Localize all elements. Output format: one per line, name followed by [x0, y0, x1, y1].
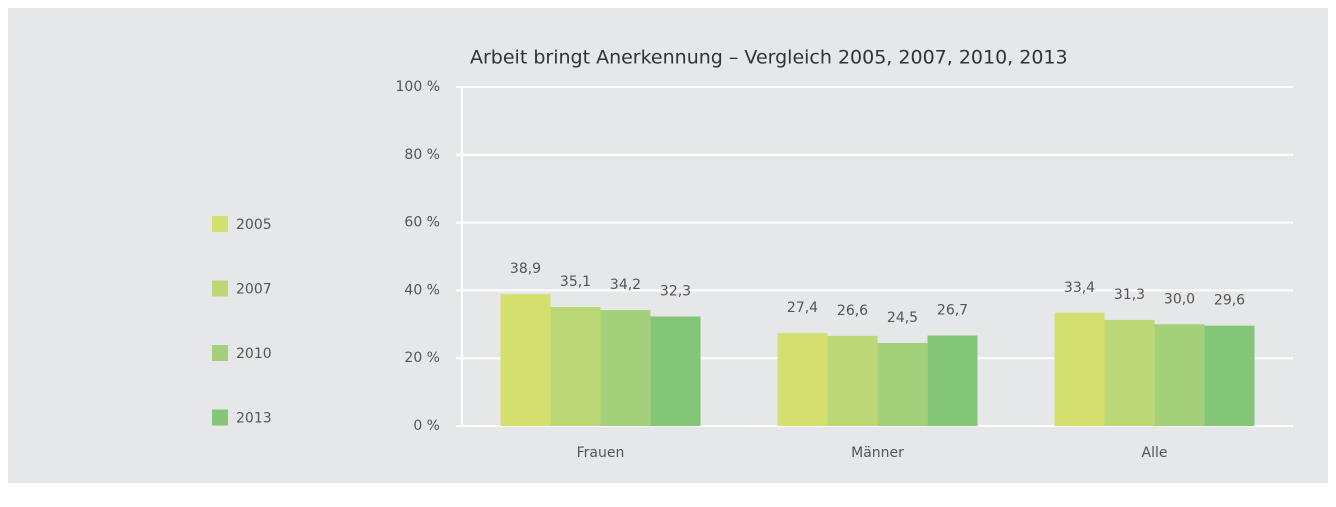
value-label: 24,5	[887, 310, 918, 326]
value-label: 32,3	[660, 284, 691, 300]
bar	[500, 294, 551, 426]
value-label: 26,7	[937, 302, 968, 318]
bar	[877, 342, 928, 426]
bar	[1104, 319, 1155, 426]
bar	[1054, 312, 1105, 426]
legend-swatch	[212, 345, 228, 361]
y-tick-label: 100 %	[396, 79, 440, 95]
bar	[1204, 325, 1255, 426]
bar	[550, 307, 601, 426]
x-tick-label: Frauen	[577, 445, 625, 461]
legend-label: 2013	[236, 411, 272, 427]
legend-label: 2010	[236, 346, 272, 362]
y-tick-label: 20 %	[404, 350, 440, 366]
legend-swatch	[212, 409, 228, 426]
legend-swatch	[212, 280, 228, 297]
legend-label: 2007	[236, 282, 272, 298]
value-label: 30,0	[1164, 291, 1195, 307]
legend-label: 2005	[236, 217, 272, 233]
value-label: 29,6	[1214, 293, 1245, 309]
value-label: 35,1	[560, 274, 591, 290]
value-label: 33,4	[1064, 280, 1095, 296]
value-label: 34,2	[610, 277, 641, 293]
bar	[1154, 324, 1205, 426]
value-label: 27,4	[787, 300, 818, 316]
bar	[827, 335, 878, 426]
bar	[650, 316, 701, 426]
y-tick-label: 80 %	[404, 147, 440, 163]
value-label: 38,9	[510, 261, 541, 277]
bar	[600, 310, 651, 426]
chart-title: Arbeit bringt Anerkennung – Vergleich 20…	[470, 47, 1068, 69]
bar	[777, 333, 828, 426]
bar	[927, 335, 978, 426]
x-tick-label: Männer	[851, 445, 904, 461]
y-tick-label: 40 %	[404, 282, 440, 298]
value-label: 26,6	[837, 303, 868, 319]
y-tick-label: 0 %	[413, 418, 440, 434]
value-label: 31,3	[1114, 287, 1145, 303]
x-tick-label: Alle	[1142, 445, 1168, 461]
y-tick-label: 60 %	[404, 215, 440, 231]
legend-swatch	[212, 216, 228, 232]
